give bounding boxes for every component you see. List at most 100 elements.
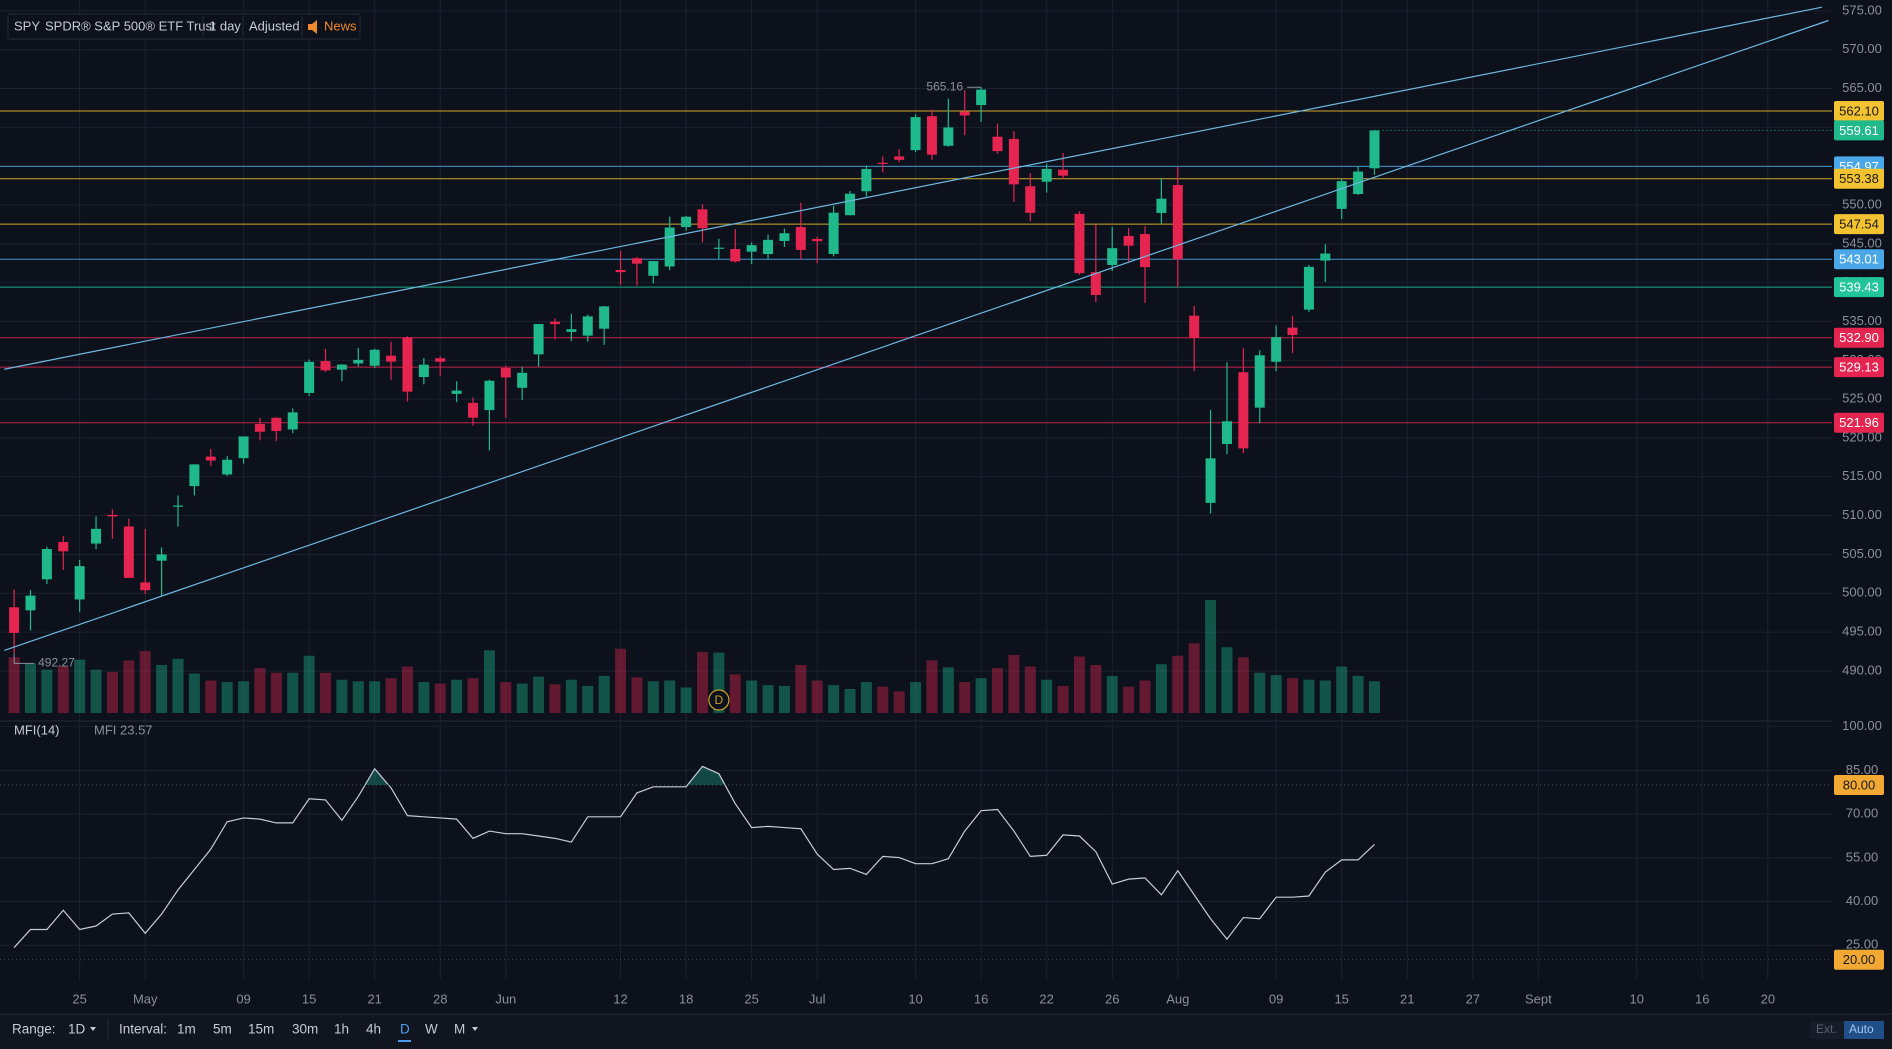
volume-bar [582,685,594,713]
volume-bar [549,684,561,713]
x-tick-label: 20 [1761,991,1775,1006]
dividend-marker[interactable] [708,689,730,711]
volume-bar [270,672,282,713]
volume-bar [729,674,741,713]
security-name: SPDR® S&P 500® ETF Trust [45,18,216,33]
auto-button[interactable]: Auto [1849,1022,1874,1036]
header: SPY SPDR® S&P 500® ETF Trust 1 day Adjus… [7,13,361,40]
interval-buttons: 1m 5m 15m 30m 1h 4h D W M [177,1022,465,1042]
candle-body [1221,421,1232,445]
candle-body [418,364,429,378]
volume-bar [336,679,348,713]
volume-bar [1123,686,1135,713]
interval-button[interactable]: 4h [366,1022,381,1037]
candle-body [664,227,675,267]
trendlines-layer: 565.16 492.27 D [4,6,1829,711]
interval-button[interactable]: 1h [334,1022,349,1037]
x-tick-label: 09 [1269,991,1283,1006]
interval-button[interactable]: D [400,1022,410,1037]
candle-body [271,417,282,431]
news[interactable]: News [324,18,357,33]
candle-body [1369,130,1380,169]
interval-button[interactable]: 15m [248,1022,274,1037]
x-tick-label: 09 [236,991,250,1006]
interval-button[interactable]: W [425,1022,438,1037]
volume-bar [1155,664,1167,713]
y-tick-label: 525.00 [1842,391,1882,406]
caret [472,1027,478,1031]
candle-body [287,412,298,430]
caret [90,1027,96,1031]
x-tick-label: 15 [302,991,316,1006]
volume-bar [221,682,233,713]
volume-bar [1139,680,1151,713]
x-tick-label: 21 [1400,991,1414,1006]
volume-bar [483,650,495,713]
level-tag-label: 521.96 [1839,415,1879,430]
interval-button[interactable]: M [454,1022,465,1037]
volume-bar [139,651,151,713]
level-tag-label: 539.43 [1839,280,1879,295]
candle-body [1025,186,1036,213]
x-tick-label: 10 [1629,991,1643,1006]
candle-body [222,459,233,475]
volume-bar [57,665,69,713]
candle-body [41,549,52,580]
level-tag [1834,101,1884,122]
level-tag [1834,120,1884,141]
candle-body [156,554,167,561]
y-tick-label: 490.00 [1842,662,1882,677]
range-select[interactable]: 1D [68,1022,86,1037]
ext-button[interactable]: Ext. [1816,1022,1837,1036]
x-tick-label: 26 [1105,991,1119,1006]
candle-body [1320,253,1331,261]
candle-body [910,117,921,151]
candle-body [1041,168,1052,182]
interval-button[interactable]: 5m [213,1022,232,1037]
mfi-tick-label: 85.00 [1846,762,1879,777]
volume-bar [1237,657,1249,713]
volume-bar [1008,654,1020,713]
dividend-label: D [715,693,724,707]
volume-bar [762,685,774,713]
volume-bar [1041,679,1053,713]
volume-bar [1319,680,1331,713]
x-tick-label: 12 [613,991,627,1006]
volume-bar [1057,685,1069,713]
candle-body [582,316,593,336]
volume-bar [516,683,528,713]
active-underline [398,1040,411,1042]
header-box [7,13,361,40]
volume-bar [1221,647,1233,713]
low-marker [13,653,35,664]
candle-body [877,162,888,165]
interval-button[interactable]: 1m [177,1022,196,1037]
candle-body [386,355,397,362]
y-tick-label: 520.00 [1842,429,1882,444]
x-tick-label: 21 [367,991,381,1006]
x-tick-label: 25 [744,991,758,1006]
candle-body [894,156,905,160]
mfi-tick-label: 55.00 [1846,849,1879,864]
interval[interactable]: 1 day [209,18,241,33]
indicator-title: MFI(14) [14,722,60,737]
volume-bar [942,667,954,713]
candle-body [1172,185,1183,260]
adjusted[interactable]: Adjusted [249,18,300,33]
ext-button-bg [1810,1021,1844,1039]
symbol[interactable]: SPY [14,18,40,33]
x-tick-label: 16 [974,991,988,1006]
volume-bar [90,669,102,713]
volume-bar [500,682,512,713]
volume-bar [24,663,36,713]
x-tick-label: Aug [1166,991,1189,1006]
volume-bar [303,655,315,713]
candle-body [697,209,708,229]
indicator-readout: MFI 23.57 [94,722,153,737]
volume-bar [615,648,627,713]
volume-bar [877,686,889,713]
interval-button[interactable]: 30m [292,1022,318,1037]
volume-bar [975,678,987,713]
candle-body [631,258,642,264]
candle-body [304,361,315,393]
